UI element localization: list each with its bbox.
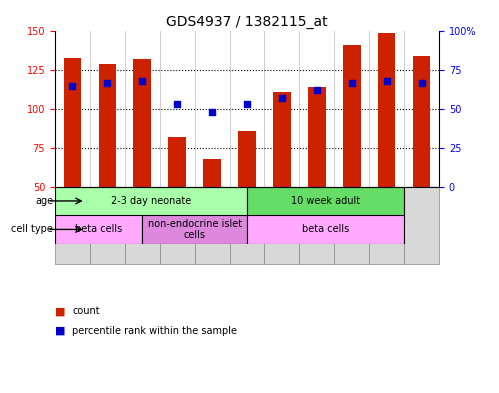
FancyBboxPatch shape — [230, 187, 264, 264]
Text: count: count — [72, 307, 100, 316]
FancyBboxPatch shape — [369, 187, 404, 264]
FancyBboxPatch shape — [55, 187, 247, 215]
Point — [348, 79, 356, 86]
Bar — [134, 59, 151, 187]
Point — [278, 95, 286, 101]
FancyBboxPatch shape — [299, 187, 334, 264]
Point — [103, 79, 111, 86]
Bar — [378, 33, 395, 187]
Point — [383, 78, 391, 84]
Text: ■: ■ — [55, 307, 65, 316]
FancyBboxPatch shape — [125, 187, 160, 264]
Text: percentile rank within the sample: percentile rank within the sample — [72, 326, 238, 336]
Text: ■: ■ — [55, 326, 65, 336]
Point — [68, 83, 76, 89]
Bar — [273, 92, 290, 187]
Text: 2-3 day neonate: 2-3 day neonate — [111, 196, 191, 206]
Bar — [169, 137, 186, 187]
Text: beta cells: beta cells — [302, 224, 349, 235]
Bar — [64, 58, 81, 187]
FancyBboxPatch shape — [90, 187, 125, 264]
Bar — [308, 87, 325, 187]
FancyBboxPatch shape — [55, 215, 142, 244]
Point — [138, 78, 146, 84]
FancyBboxPatch shape — [142, 215, 247, 244]
Bar — [413, 56, 430, 187]
Point — [208, 109, 216, 115]
Text: non-endocrine islet
cells: non-endocrine islet cells — [148, 219, 242, 240]
Point — [243, 101, 251, 108]
Bar — [343, 46, 360, 187]
Point — [173, 101, 181, 108]
Bar — [204, 159, 221, 187]
FancyBboxPatch shape — [264, 187, 299, 264]
FancyBboxPatch shape — [160, 187, 195, 264]
Text: 10 week adult: 10 week adult — [291, 196, 360, 206]
FancyBboxPatch shape — [404, 187, 439, 264]
Title: GDS4937 / 1382115_at: GDS4937 / 1382115_at — [166, 15, 328, 29]
FancyBboxPatch shape — [55, 187, 90, 264]
FancyBboxPatch shape — [247, 187, 404, 215]
FancyBboxPatch shape — [247, 215, 404, 244]
Text: cell type: cell type — [11, 224, 53, 235]
Text: age: age — [35, 196, 53, 206]
Text: beta cells: beta cells — [75, 224, 122, 235]
FancyBboxPatch shape — [334, 187, 369, 264]
Bar — [99, 64, 116, 187]
Point — [418, 79, 426, 86]
FancyBboxPatch shape — [195, 187, 230, 264]
Point — [313, 87, 321, 94]
Bar — [238, 131, 255, 187]
